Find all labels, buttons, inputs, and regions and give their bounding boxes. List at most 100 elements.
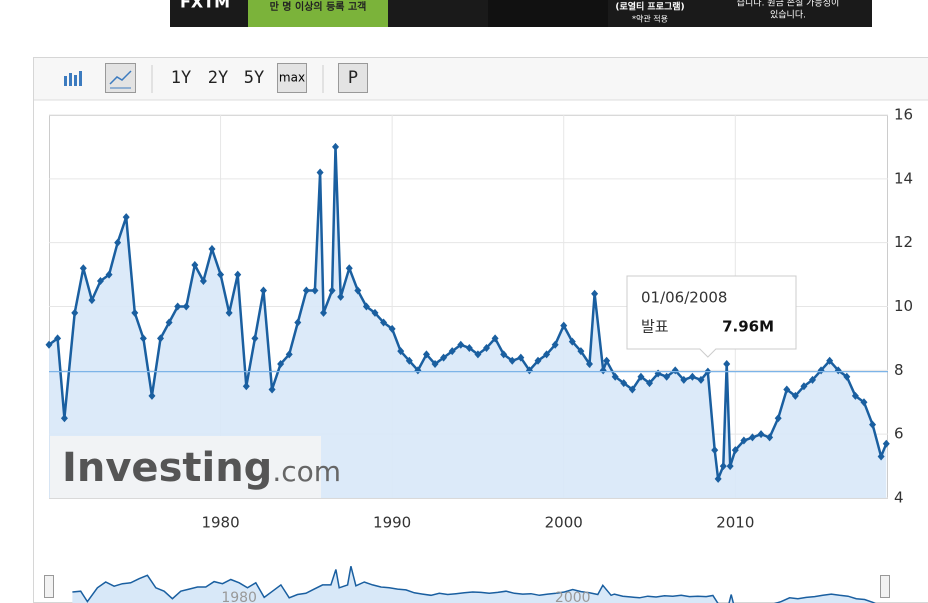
tooltip-date: 01/06/2008 xyxy=(641,289,727,307)
x-tick-label: 2010 xyxy=(716,514,754,532)
data-point xyxy=(397,347,405,356)
data-point xyxy=(817,366,825,375)
x-tick-label: 1980 xyxy=(201,514,239,532)
data-point xyxy=(603,356,611,365)
ad-panel xyxy=(248,0,388,27)
data-point xyxy=(620,379,628,388)
toolbar xyxy=(34,58,928,100)
data-point xyxy=(860,398,868,407)
data-point xyxy=(646,379,654,388)
data-point xyxy=(543,350,551,359)
p-button[interactable]: P xyxy=(348,68,358,88)
range-button[interactable]: 2Y xyxy=(208,68,228,88)
range-button[interactable]: max xyxy=(279,71,305,85)
data-point xyxy=(191,261,199,270)
data-point xyxy=(174,302,182,311)
data-point xyxy=(809,375,817,384)
data-point xyxy=(637,372,645,381)
y-tick-label: 14 xyxy=(894,169,913,187)
p-button-bg xyxy=(338,63,368,93)
data-point xyxy=(577,347,585,356)
data-point xyxy=(628,385,636,394)
data-point xyxy=(79,264,87,273)
data-point xyxy=(122,213,130,222)
data-point xyxy=(259,286,267,295)
ad-text: (로열티 프로그램) xyxy=(615,1,684,13)
data-point xyxy=(320,308,328,317)
y-tick-label: 10 xyxy=(894,297,913,315)
data-point xyxy=(551,340,559,349)
data-point xyxy=(688,372,696,381)
navigator-handle-right[interactable] xyxy=(880,575,890,598)
ad-panel xyxy=(488,0,608,27)
data-point xyxy=(71,308,79,317)
data-point xyxy=(826,356,834,365)
tooltip-label: 발표 xyxy=(641,318,669,336)
ad-text: 있습니다. xyxy=(770,9,806,21)
range-button[interactable]: 1Y xyxy=(171,68,191,88)
data-point xyxy=(671,366,679,375)
data-point xyxy=(440,353,448,362)
data-point xyxy=(869,420,877,429)
data-point xyxy=(337,292,345,301)
data-point xyxy=(105,270,113,279)
data-point xyxy=(405,356,413,365)
data-point xyxy=(414,366,422,375)
data-point xyxy=(251,334,259,343)
data-point xyxy=(714,474,722,483)
watermark-bg xyxy=(50,436,321,498)
data-point xyxy=(757,430,765,439)
data-point xyxy=(663,372,671,381)
data-point xyxy=(474,350,482,359)
data-point xyxy=(491,334,499,343)
data-point xyxy=(199,276,207,285)
line-chart-button[interactable] xyxy=(105,63,136,93)
data-point xyxy=(766,433,774,442)
bar-chart-button[interactable] xyxy=(64,71,82,86)
data-point xyxy=(800,382,808,391)
data-point xyxy=(431,359,439,368)
data-point xyxy=(851,391,859,400)
data-point xyxy=(380,318,388,327)
data-point xyxy=(697,375,705,384)
data-point xyxy=(311,286,319,295)
x-tick-label: 1990 xyxy=(373,514,411,532)
watermark: Investing xyxy=(62,445,272,491)
data-point xyxy=(316,168,324,177)
data-point xyxy=(139,334,147,343)
data-point xyxy=(534,356,542,365)
ad-text: 만 명 이상의 등록 고객 xyxy=(270,0,367,13)
navigator-handle-left[interactable] xyxy=(44,575,54,598)
data-point xyxy=(277,359,285,368)
data-point xyxy=(88,296,96,305)
tooltip-box xyxy=(626,275,797,358)
ad-text: *약관 적용 xyxy=(632,14,668,24)
data-point xyxy=(242,382,250,391)
data-point xyxy=(268,385,276,394)
data-point xyxy=(60,414,68,423)
data-point xyxy=(96,276,104,285)
data-point xyxy=(332,142,340,151)
max-button-bg xyxy=(277,63,307,93)
data-point xyxy=(500,350,508,359)
data-point xyxy=(345,264,353,273)
watermark-suffix: .com xyxy=(272,455,341,488)
data-point xyxy=(723,359,731,368)
data-point xyxy=(225,308,233,317)
data-point xyxy=(114,238,122,247)
data-point xyxy=(719,462,727,471)
data-point xyxy=(843,372,851,381)
ad-brand: FXTM xyxy=(180,0,230,12)
data-point xyxy=(285,350,293,359)
data-point xyxy=(774,414,782,423)
data-point xyxy=(517,353,525,362)
navigator-line xyxy=(72,566,876,603)
data-point xyxy=(328,286,336,295)
data-point xyxy=(45,340,53,349)
y-tick-label: 4 xyxy=(894,489,904,507)
data-point xyxy=(422,350,430,359)
data-point xyxy=(182,302,190,311)
data-point xyxy=(54,334,62,343)
range-button[interactable]: 5Y xyxy=(244,68,264,88)
